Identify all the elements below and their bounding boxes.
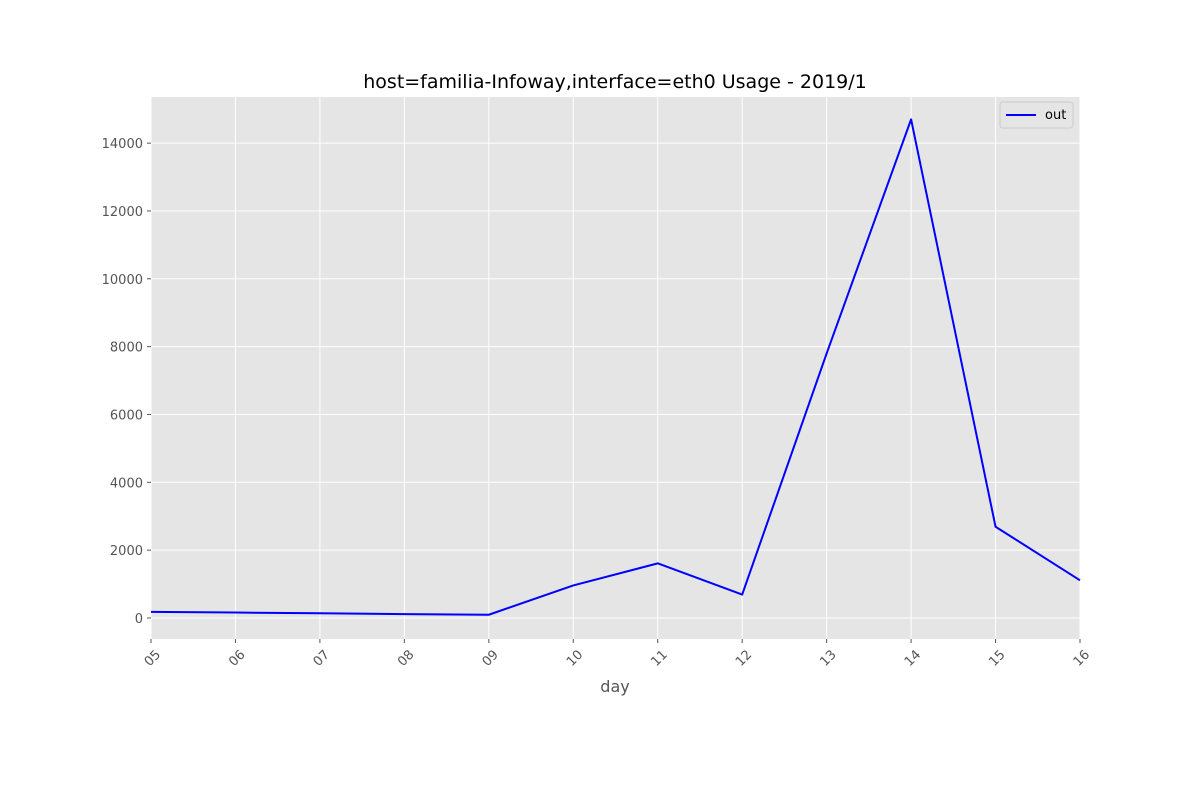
- legend-label-out: out: [1045, 108, 1066, 123]
- y-tick-label: 2000: [110, 544, 143, 559]
- x-axis: 05 06 07 08 09 10 11 12 13 14 15 16: [142, 639, 1093, 670]
- x-tick-label: 05: [142, 647, 164, 669]
- plot-area: [151, 97, 1080, 639]
- y-tick-label: 12000: [102, 205, 143, 220]
- x-tick-label: 07: [311, 647, 333, 669]
- x-tick-label: 06: [226, 647, 248, 669]
- grid-lines: [150, 97, 1081, 639]
- x-tick-label: 09: [480, 647, 502, 669]
- x-tick-label: 14: [902, 647, 924, 669]
- x-tick-label: 10: [564, 647, 586, 669]
- series-layer: [150, 118, 1081, 616]
- y-axis: 0 2000 4000 6000 8000 10000 12000 14000: [102, 137, 151, 627]
- y-tick-label: 14000: [102, 137, 143, 152]
- x-tick-label: 12: [733, 647, 755, 669]
- y-tick-label: 10000: [102, 273, 143, 288]
- series-line-out: [150, 118, 1081, 616]
- chart-title: host=familia-Infoway,interface=eth0 Usag…: [363, 71, 866, 93]
- y-tick-label: 8000: [110, 341, 143, 356]
- y-tick-label: 0: [135, 612, 143, 627]
- y-tick-label: 4000: [110, 476, 143, 491]
- x-tick-label: 13: [817, 647, 839, 669]
- x-tick-label: 16: [1071, 647, 1093, 669]
- legend-box: [999, 101, 1074, 129]
- x-tick-label: 11: [648, 647, 670, 669]
- x-tick-label: 08: [395, 647, 417, 669]
- legend: out: [999, 101, 1074, 129]
- x-tick-label: 15: [986, 647, 1008, 669]
- y-tick-label: 6000: [110, 408, 143, 423]
- x-axis-label: day: [600, 677, 629, 696]
